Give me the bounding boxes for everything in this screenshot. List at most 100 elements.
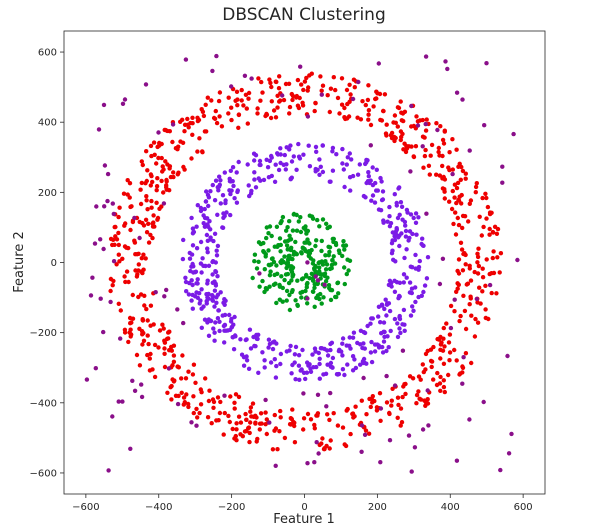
data-point <box>217 174 222 179</box>
data-point <box>328 438 333 443</box>
data-point <box>287 147 292 152</box>
data-point <box>189 156 194 161</box>
data-point <box>410 265 415 270</box>
data-point <box>473 190 478 195</box>
data-point <box>327 417 332 423</box>
data-point <box>116 252 122 257</box>
data-point <box>169 397 174 402</box>
data-point <box>494 291 499 296</box>
data-point <box>229 117 234 123</box>
data-point <box>290 97 295 103</box>
data-point <box>417 118 423 123</box>
data-point <box>388 221 394 226</box>
data-point <box>312 108 317 114</box>
data-point <box>373 180 378 186</box>
data-point <box>447 332 453 337</box>
data-point <box>269 256 275 261</box>
data-point <box>314 413 319 418</box>
data-point <box>317 356 322 361</box>
data-point <box>213 269 218 274</box>
data-point <box>244 358 250 363</box>
data-point <box>345 406 350 412</box>
data-point <box>132 388 138 393</box>
data-point <box>180 256 186 262</box>
data-point <box>241 363 247 368</box>
data-point <box>505 353 510 359</box>
data-point <box>198 402 204 407</box>
data-point <box>323 279 329 284</box>
data-point <box>396 296 401 301</box>
data-point <box>203 102 208 108</box>
data-point <box>467 263 472 268</box>
x-axis-ticks: −600 −400 −200 0 200 400 600 <box>72 494 533 513</box>
data-point <box>140 342 145 347</box>
data-point <box>302 79 308 84</box>
data-point <box>191 394 196 399</box>
data-point <box>358 362 363 367</box>
data-point <box>222 410 227 416</box>
data-point <box>279 274 284 279</box>
data-point <box>98 237 103 242</box>
data-point <box>384 133 389 138</box>
data-point <box>314 364 319 370</box>
data-point <box>382 306 387 312</box>
data-point <box>249 188 254 194</box>
data-point <box>116 301 122 306</box>
data-point <box>421 243 426 248</box>
data-point <box>167 348 172 353</box>
data-point <box>244 428 249 434</box>
data-point <box>342 184 347 190</box>
data-point <box>416 374 422 379</box>
data-point <box>301 391 306 396</box>
data-point <box>150 367 155 372</box>
data-point <box>236 394 242 400</box>
data-point <box>410 304 415 309</box>
data-point <box>287 104 293 110</box>
data-point <box>305 88 310 93</box>
data-point <box>253 185 259 190</box>
data-point <box>181 395 187 400</box>
data-point <box>409 290 414 296</box>
data-point <box>446 340 452 345</box>
data-point <box>438 342 444 347</box>
data-point <box>487 282 493 288</box>
data-point <box>170 139 175 145</box>
data-point <box>214 253 220 258</box>
data-point <box>256 76 261 81</box>
data-point <box>454 200 459 206</box>
data-point <box>466 219 471 224</box>
data-point <box>290 407 295 412</box>
data-point <box>236 159 241 165</box>
data-point <box>395 215 401 221</box>
data-point <box>205 250 210 255</box>
data-point <box>215 292 221 297</box>
data-point <box>350 368 356 373</box>
data-point <box>355 115 360 120</box>
data-point <box>328 287 333 293</box>
data-point <box>315 293 321 298</box>
data-point <box>218 178 223 183</box>
data-point <box>487 226 492 232</box>
data-point <box>161 326 166 331</box>
data-point <box>447 350 453 355</box>
y-tick-label: 200 <box>38 188 57 199</box>
data-point <box>190 243 196 248</box>
data-point <box>167 329 172 334</box>
data-point <box>391 257 396 262</box>
data-point <box>208 318 214 324</box>
data-point <box>84 377 90 382</box>
data-point <box>295 77 301 83</box>
data-point <box>380 189 386 194</box>
data-point <box>382 92 388 97</box>
data-point <box>215 212 220 217</box>
data-point <box>199 390 204 395</box>
data-point <box>437 381 443 386</box>
data-point <box>442 189 447 194</box>
data-point <box>146 341 151 347</box>
data-point <box>423 121 428 127</box>
data-point <box>315 217 320 223</box>
data-point <box>327 224 332 229</box>
data-point <box>143 256 148 261</box>
data-point <box>239 87 244 93</box>
data-point <box>121 191 127 196</box>
